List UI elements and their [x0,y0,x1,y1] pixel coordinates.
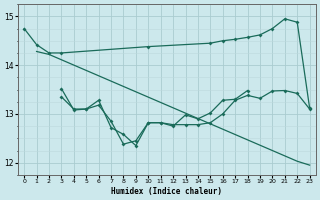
X-axis label: Humidex (Indice chaleur): Humidex (Indice chaleur) [111,187,222,196]
